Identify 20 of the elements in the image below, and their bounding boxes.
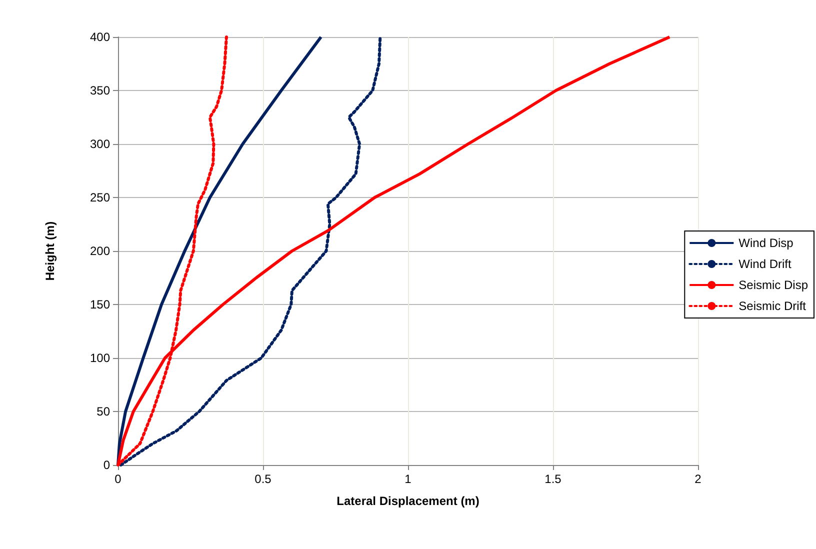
y-tick-label: 300 [90, 137, 110, 151]
legend-label: Seismic Disp [738, 278, 808, 292]
y-tick-label: 200 [90, 244, 110, 258]
y-tick-label: 350 [90, 84, 110, 98]
y-tick-label: 250 [90, 190, 110, 204]
legend-label: Wind Drift [738, 257, 792, 271]
x-tick-label: 1.5 [544, 472, 562, 486]
legend-label: Seismic Drift [738, 299, 807, 313]
y-tick-label: 0 [103, 458, 110, 472]
x-tick-label: 1 [404, 472, 412, 486]
y-tick-label: 100 [90, 351, 110, 365]
legend-label: Wind Disp [738, 236, 794, 250]
x-tick-label: 0 [114, 472, 122, 486]
x-tick-label: 0.5 [254, 472, 272, 486]
y-axis-title: Height (m) [43, 221, 57, 281]
y-tick-label: 150 [90, 298, 110, 312]
y-tick-label: 400 [90, 30, 110, 44]
x-axis-title: Lateral Displacement (m) [336, 494, 480, 508]
y-tick-label: 50 [96, 404, 110, 418]
x-tick-label: 2 [694, 472, 702, 486]
